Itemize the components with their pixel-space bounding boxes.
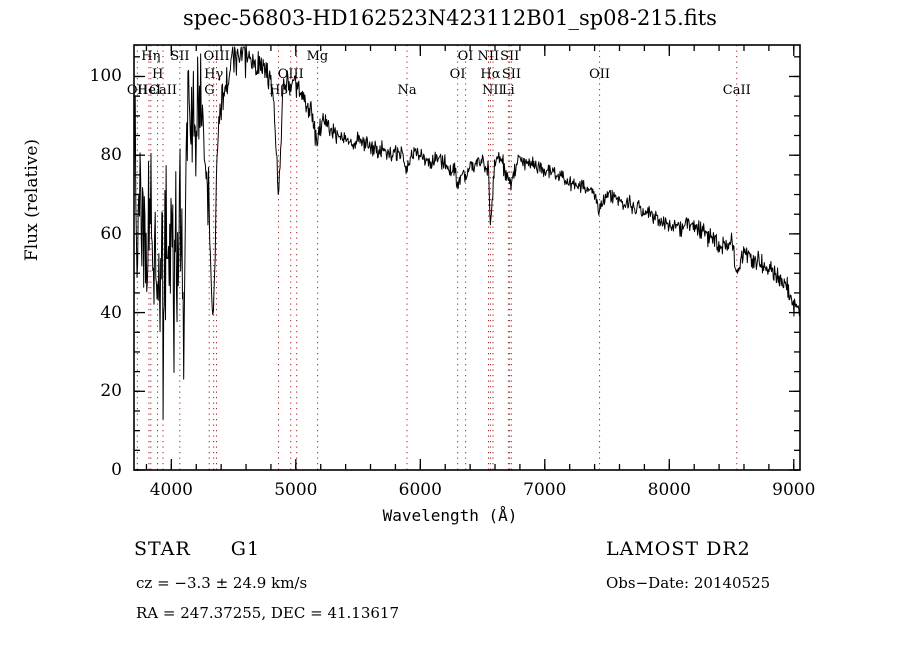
object-class-label: STAR G1 bbox=[134, 538, 260, 560]
x-tick-label-7000: 7000 bbox=[523, 480, 567, 500]
spectrum-trace bbox=[133, 46, 801, 420]
line-label-CaII-8542: CaII bbox=[722, 83, 751, 98]
line-label-CaII-3933: CaII bbox=[149, 83, 177, 98]
line-label-OIII-4363: OIII bbox=[203, 49, 230, 64]
line-label-G-4304: G bbox=[204, 83, 215, 98]
line-label-H-4861: Hβ bbox=[269, 83, 288, 98]
x-tick-label-4000: 4000 bbox=[149, 480, 193, 500]
x-tick-label-5000: 5000 bbox=[274, 480, 318, 500]
line-label-H-6563: Hα bbox=[480, 67, 501, 82]
object-subclass: G1 bbox=[230, 538, 261, 560]
line-label-NII-6548: NII bbox=[477, 49, 500, 64]
y-tick-label-80: 80 bbox=[100, 145, 122, 166]
obs-date: Obs−Date: 20140525 bbox=[606, 574, 771, 592]
y-tick-label-0: 0 bbox=[111, 460, 122, 480]
x-tick-label-8000: 8000 bbox=[647, 480, 691, 500]
line-label-H-3889: H bbox=[152, 67, 164, 82]
line-label-HeI-3820: HeI bbox=[136, 83, 162, 98]
line-label-SII-6717: SII bbox=[500, 49, 520, 64]
line-label-OI-6364: OI bbox=[457, 49, 474, 64]
line-label-Na-5893: Na bbox=[397, 83, 417, 98]
line-label-H-3835: Hη bbox=[141, 49, 161, 64]
object-class: STAR bbox=[134, 538, 191, 560]
cz-value: cz = −3.3 ± 24.9 km/s bbox=[136, 574, 308, 592]
x-tick-label-6000: 6000 bbox=[398, 480, 442, 500]
axis-ticks bbox=[134, 45, 800, 471]
line-label-SII-6731: SII bbox=[501, 67, 521, 82]
plot-frame bbox=[133, 44, 801, 471]
x-axis-label: Wavelength (Å) bbox=[382, 506, 518, 525]
line-label-OI-6300: OI bbox=[449, 67, 466, 82]
line-label-OIII-4959: OIII bbox=[277, 67, 304, 82]
line-label-OII-7440: OII bbox=[589, 67, 610, 82]
y-tick-label-60: 60 bbox=[100, 223, 122, 244]
line-label-H-4340: Hγ bbox=[204, 67, 224, 82]
y-tick-label-100: 100 bbox=[89, 66, 122, 87]
coordinates-value: RA = 247.37255, DEC = 41.13617 bbox=[136, 604, 400, 622]
x-tick-label-9000: 9000 bbox=[772, 480, 816, 500]
line-label-SII-4068: SII bbox=[170, 49, 190, 64]
marker-lines bbox=[136, 45, 738, 470]
line-label-NII-6584: NII bbox=[482, 83, 504, 98]
line-label-OII-3727: OII bbox=[126, 83, 148, 98]
y-tick-label-40: 40 bbox=[100, 302, 122, 323]
page-title: spec-56803-HD162523N423112B01_sp08-215.f… bbox=[183, 6, 717, 30]
line-label-Mg-5175: Mg bbox=[306, 49, 329, 64]
line-label-Li-6707: Li bbox=[501, 83, 515, 98]
survey-name: LAMOST DR2 bbox=[606, 538, 751, 560]
y-tick-label-20: 20 bbox=[100, 381, 122, 402]
